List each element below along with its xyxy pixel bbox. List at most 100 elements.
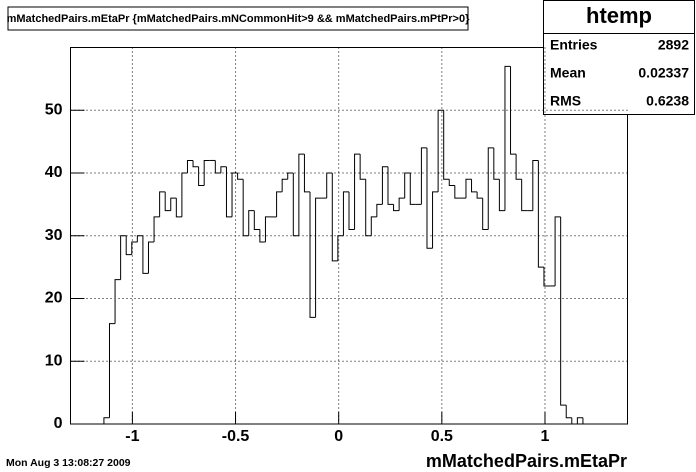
histogram-bin <box>298 153 305 236</box>
histogram-bin <box>537 160 544 268</box>
histogram-bin <box>253 210 260 230</box>
title-box <box>7 6 469 31</box>
stats-label: Mean <box>550 65 586 81</box>
histogram-bin <box>521 179 528 212</box>
y-tick-label: 10 <box>45 352 63 369</box>
histogram-bin <box>303 154 311 193</box>
histogram-bin <box>582 417 589 425</box>
histogram-bin <box>571 417 578 425</box>
histogram-bin <box>337 235 344 261</box>
histogram-bin <box>487 147 494 230</box>
histogram-bin <box>409 173 416 205</box>
histogram-bin <box>331 173 338 262</box>
histogram-bin <box>108 323 116 418</box>
histogram-bin <box>259 229 266 243</box>
histogram-bin <box>131 241 138 255</box>
histogram-bin <box>465 178 472 199</box>
stats-value: 0.6238 <box>646 93 689 109</box>
x-tick-label: 0 <box>334 428 343 445</box>
histogram-bin <box>164 191 171 212</box>
histogram-bin <box>370 216 377 236</box>
histogram-bin <box>554 216 561 286</box>
histogram-bin <box>476 191 483 199</box>
histogram-bin <box>136 235 143 243</box>
histogram-bin <box>237 173 244 180</box>
histogram-bin <box>103 417 110 424</box>
y-tick-label: 50 <box>45 101 63 118</box>
histogram-bin <box>543 267 550 287</box>
histogram-bin <box>292 173 299 237</box>
histogram-bin <box>387 166 394 205</box>
histogram-bin <box>142 235 149 274</box>
stats-box <box>543 0 695 115</box>
histogram-bin <box>348 191 355 230</box>
histogram-bin <box>309 191 316 318</box>
histogram-bin <box>120 235 127 280</box>
histogram-bin <box>381 166 388 205</box>
histogram-bin <box>498 179 505 212</box>
histogram-bin <box>147 241 155 274</box>
histogram-bin <box>515 154 522 180</box>
chart-title: mMatchedPairs.mEtaPr {mMatchedPairs.mNCo… <box>7 13 470 25</box>
x-tick-label: -0.5 <box>222 428 250 445</box>
histogram-bin <box>565 405 572 419</box>
y-tick-label: 0 <box>54 415 63 432</box>
timestamp: Mon Aug 3 13:08:27 2009 <box>6 457 131 469</box>
histogram-bin <box>192 160 199 168</box>
histogram-bin <box>159 191 166 217</box>
histogram-bin <box>376 203 383 217</box>
stats-value: 2892 <box>658 37 689 53</box>
histogram-bin <box>510 66 517 155</box>
histogram-bin <box>225 166 233 218</box>
histogram-bin <box>443 110 450 180</box>
histogram-bin <box>420 147 427 205</box>
x-tick-label: 1 <box>541 428 550 445</box>
histogram-bin <box>287 172 294 180</box>
histogram-bin <box>153 216 160 243</box>
histogram-bin <box>560 216 567 406</box>
y-tick-label: 40 <box>45 164 63 181</box>
histogram-bin <box>493 147 500 180</box>
histogram-bin <box>276 191 283 217</box>
histogram-bin <box>181 172 188 217</box>
x-tick-label: -1 <box>125 428 139 445</box>
histogram-bin <box>448 179 455 187</box>
histogram-bin <box>342 191 349 236</box>
histogram-bin <box>170 197 177 211</box>
histogram-bin <box>426 147 433 249</box>
histogram-bin <box>186 159 194 173</box>
histogram-bin <box>220 166 227 173</box>
histogram-bin <box>471 179 478 193</box>
y-tick-label: 20 <box>45 290 63 307</box>
histogram-bin <box>315 197 322 318</box>
histogram-bin <box>125 235 132 256</box>
histogram-bin <box>264 216 272 243</box>
stats-label: RMS <box>550 93 581 109</box>
histogram-bin <box>203 159 210 186</box>
histogram-bin <box>454 185 461 199</box>
histogram-bin <box>354 153 361 230</box>
histogram-bin <box>365 179 372 237</box>
stats-name: htemp <box>586 3 652 28</box>
histogram-bin <box>576 417 583 424</box>
histogram-bin <box>393 204 400 212</box>
histogram-bin <box>432 191 439 249</box>
stats-label: Entries <box>550 37 598 53</box>
x-axis-label: mMatchedPairs.mEtaPr <box>426 451 627 471</box>
histogram-bin <box>398 197 405 211</box>
histogram-bin <box>175 198 182 218</box>
histogram-bin <box>482 198 489 230</box>
histogram-bin <box>248 210 255 236</box>
histogram-bin <box>532 159 539 211</box>
stats-value: 0.02337 <box>638 65 689 81</box>
histogram-bin <box>114 279 121 324</box>
histogram-bin <box>437 109 444 192</box>
histogram-bin <box>281 178 288 192</box>
histogram-bin <box>359 154 366 180</box>
histogram-bin <box>214 160 221 174</box>
y-tick-label: 30 <box>45 227 63 244</box>
x-tick-label: 0.5 <box>431 428 453 445</box>
histogram-bin <box>198 166 205 187</box>
